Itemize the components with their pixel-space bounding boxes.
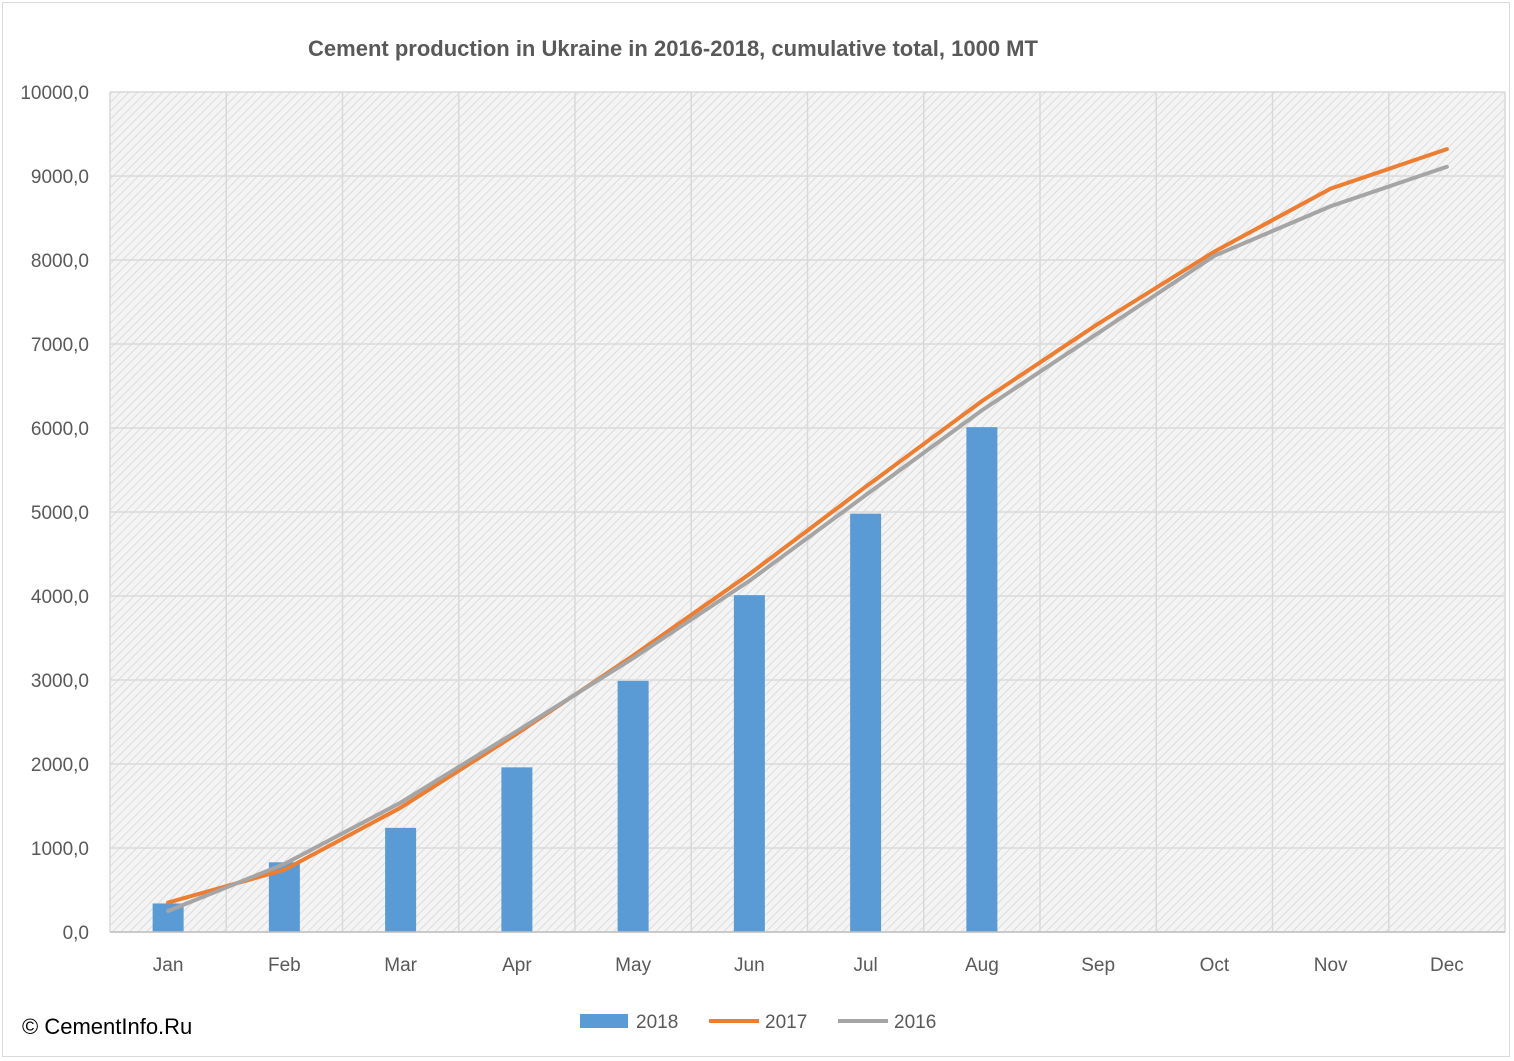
bar-2018-mar <box>385 827 417 932</box>
x-tick-label: Jul <box>853 955 877 976</box>
y-tick-label: 10000,0 <box>20 83 89 104</box>
line-2016 <box>166 164 1449 913</box>
y-tick-label: 7000,0 <box>31 335 89 356</box>
y-tick-label: 6000,0 <box>31 419 89 440</box>
y-tick-label: 8000,0 <box>31 251 89 272</box>
copyright-notice: © CementInfo.Ru <box>22 1014 193 1039</box>
y-tick-label: 0,0 <box>63 923 89 944</box>
y-tick-label: 9000,0 <box>31 167 89 188</box>
bar-2018-apr <box>501 767 533 932</box>
legend-label-2016: 2016 <box>894 1012 936 1033</box>
chart-title: Cement production in Ukraine in 2016-201… <box>308 36 1038 61</box>
x-tick-label: Mar <box>384 955 417 976</box>
x-tick-label: Feb <box>268 955 301 976</box>
y-tick-label: 1000,0 <box>31 839 89 860</box>
y-tick-label: 5000,0 <box>31 503 89 524</box>
legend-item-2016: 2016 <box>838 1012 936 1033</box>
bar-2018-jun <box>733 595 765 932</box>
y-tick-label: 3000,0 <box>31 671 89 692</box>
bar-2018-may <box>617 680 649 932</box>
x-tick-label: Nov <box>1314 955 1348 976</box>
legend-label-2017: 2017 <box>765 1012 807 1033</box>
bar-series <box>152 427 998 932</box>
legend-swatch-2018 <box>580 1014 628 1028</box>
bar-2018-jul <box>850 513 882 932</box>
legend: 2018 2017 2016 <box>580 1012 936 1033</box>
legend-item-2018: 2018 <box>580 1012 678 1033</box>
x-tick-label: Dec <box>1430 955 1464 976</box>
y-axis-ticks: 0,0 1000,0 2000,0 3000,0 4000,0 5000,0 6000,0 7… <box>20 83 89 944</box>
x-tick-label: May <box>615 955 651 976</box>
bar-2018-aug <box>966 427 998 932</box>
legend-item-2017: 2017 <box>709 1012 807 1033</box>
y-tick-label: 2000,0 <box>31 755 89 776</box>
line-series <box>166 147 1449 913</box>
x-tick-label: Jan <box>153 955 184 976</box>
x-axis-ticks: Jan Feb Mar Apr May Jun Jul Aug Sep Oct Nov Dec <box>153 955 1464 976</box>
x-tick-label: Apr <box>502 955 532 976</box>
y-tick-label: 4000,0 <box>31 587 89 608</box>
x-tick-label: Aug <box>965 955 999 976</box>
legend-label-2018: 2018 <box>636 1012 678 1033</box>
x-tick-label: Sep <box>1081 955 1115 976</box>
x-tick-label: Jun <box>734 955 765 976</box>
x-tick-label: Oct <box>1200 955 1230 976</box>
line-2017 <box>166 147 1449 905</box>
